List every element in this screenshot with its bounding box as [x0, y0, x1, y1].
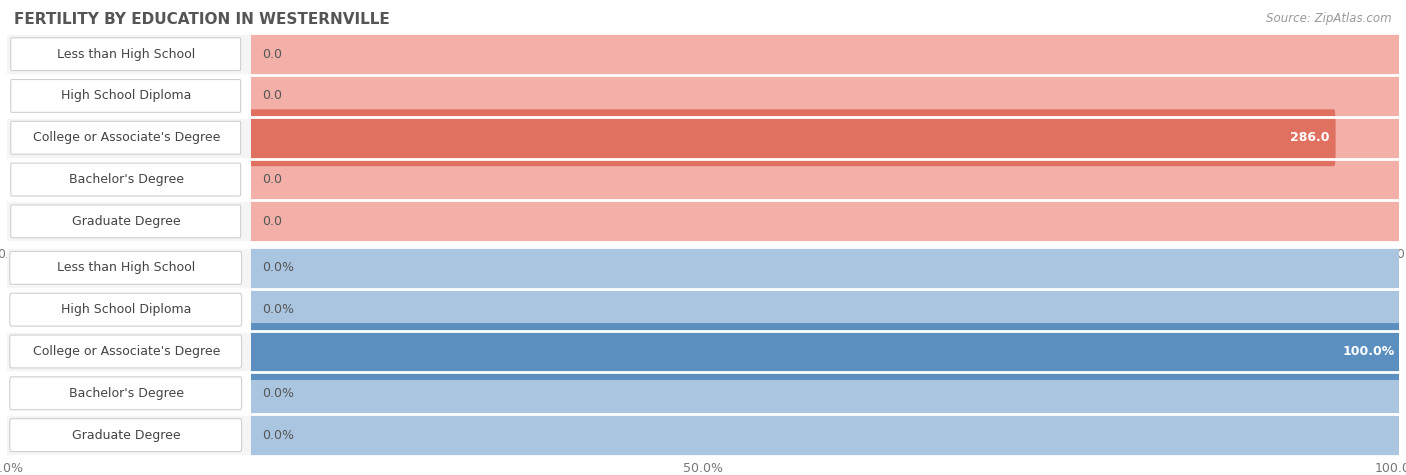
Text: Source: ZipAtlas.com: Source: ZipAtlas.com	[1267, 12, 1392, 25]
Bar	[7, 200, 250, 242]
FancyBboxPatch shape	[10, 335, 242, 368]
FancyBboxPatch shape	[6, 193, 1400, 250]
Bar	[7, 117, 250, 159]
Text: 0.0: 0.0	[262, 215, 281, 228]
FancyBboxPatch shape	[11, 121, 240, 154]
FancyBboxPatch shape	[3, 407, 1403, 464]
Bar	[7, 414, 250, 456]
FancyBboxPatch shape	[6, 109, 1400, 166]
Text: Graduate Degree: Graduate Degree	[72, 215, 181, 228]
Text: 100.0%: 100.0%	[1343, 345, 1395, 358]
Bar	[7, 331, 250, 372]
Text: Graduate Degree: Graduate Degree	[72, 428, 181, 442]
Bar	[7, 33, 250, 75]
FancyBboxPatch shape	[6, 26, 1400, 83]
Text: 0.0%: 0.0%	[262, 428, 294, 442]
FancyBboxPatch shape	[6, 67, 1400, 124]
Text: 0.0%: 0.0%	[262, 387, 294, 400]
Text: High School Diploma: High School Diploma	[62, 89, 191, 103]
FancyBboxPatch shape	[10, 418, 242, 452]
Bar	[7, 289, 1399, 331]
Text: College or Associate's Degree: College or Associate's Degree	[32, 131, 221, 144]
FancyBboxPatch shape	[6, 151, 1400, 208]
Text: Bachelor's Degree: Bachelor's Degree	[69, 387, 184, 400]
FancyBboxPatch shape	[3, 323, 1403, 380]
FancyBboxPatch shape	[3, 323, 1403, 380]
Bar	[7, 289, 250, 331]
FancyBboxPatch shape	[11, 38, 240, 71]
Text: 0.0: 0.0	[262, 89, 281, 103]
FancyBboxPatch shape	[6, 109, 1336, 166]
FancyBboxPatch shape	[3, 281, 1403, 338]
Text: 0.0: 0.0	[262, 173, 281, 186]
Bar	[7, 33, 1399, 75]
Bar	[7, 247, 250, 289]
Text: Less than High School: Less than High School	[58, 48, 195, 61]
Text: 0.0: 0.0	[262, 48, 281, 61]
Bar	[7, 75, 1399, 117]
FancyBboxPatch shape	[11, 163, 240, 196]
Bar	[7, 331, 1399, 372]
Bar	[7, 247, 1399, 289]
Bar	[7, 75, 250, 117]
Bar	[7, 414, 1399, 456]
FancyBboxPatch shape	[10, 293, 242, 326]
Text: Less than High School: Less than High School	[58, 261, 195, 275]
FancyBboxPatch shape	[11, 79, 240, 113]
FancyBboxPatch shape	[3, 239, 1403, 296]
Bar	[7, 159, 1399, 200]
FancyBboxPatch shape	[10, 251, 242, 285]
Text: 286.0: 286.0	[1291, 131, 1330, 144]
FancyBboxPatch shape	[10, 377, 242, 410]
Text: College or Associate's Degree: College or Associate's Degree	[32, 345, 221, 358]
FancyBboxPatch shape	[3, 365, 1403, 422]
Text: 0.0%: 0.0%	[262, 261, 294, 275]
Text: Bachelor's Degree: Bachelor's Degree	[69, 173, 184, 186]
Bar	[7, 159, 250, 200]
Bar	[7, 117, 1399, 159]
Text: 0.0%: 0.0%	[262, 303, 294, 316]
Bar	[7, 200, 1399, 242]
Bar	[7, 372, 250, 414]
FancyBboxPatch shape	[11, 205, 240, 238]
Text: FERTILITY BY EDUCATION IN WESTERNVILLE: FERTILITY BY EDUCATION IN WESTERNVILLE	[14, 12, 389, 27]
Bar	[7, 372, 1399, 414]
Text: High School Diploma: High School Diploma	[62, 303, 191, 316]
